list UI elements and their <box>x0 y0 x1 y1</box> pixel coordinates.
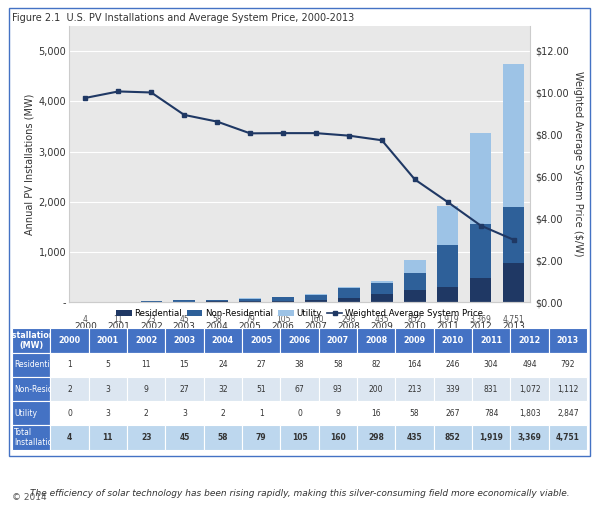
Bar <box>240 298 261 301</box>
Text: 45: 45 <box>179 314 189 324</box>
Text: 11: 11 <box>114 314 123 324</box>
Text: Figure 2.1  U.S. PV Installations and Average System Price, 2000-2013: Figure 2.1 U.S. PV Installations and Ave… <box>12 13 354 23</box>
Bar <box>503 64 524 207</box>
Text: 160: 160 <box>308 314 323 324</box>
Bar <box>240 301 261 302</box>
Bar <box>338 287 359 288</box>
Bar <box>273 300 294 302</box>
Bar <box>371 283 392 294</box>
Text: 105: 105 <box>276 314 291 324</box>
Text: 298: 298 <box>342 314 356 324</box>
Bar <box>437 206 458 246</box>
Bar <box>470 278 491 302</box>
Bar <box>503 207 524 263</box>
Text: 58: 58 <box>212 314 222 324</box>
Bar <box>437 287 458 302</box>
Bar <box>207 300 228 301</box>
Bar <box>174 300 195 302</box>
Bar <box>207 301 228 302</box>
Y-axis label: Annual PV Installations (MW): Annual PV Installations (MW) <box>24 94 34 235</box>
Text: The efficiency of solar technology has been rising rapidly, making this silver-c: The efficiency of solar technology has b… <box>30 489 569 497</box>
Text: 4,751: 4,751 <box>503 314 525 324</box>
Y-axis label: Weighted Average System Price ($/W): Weighted Average System Price ($/W) <box>573 71 583 257</box>
Text: 435: 435 <box>374 314 389 324</box>
Bar <box>404 273 425 290</box>
Bar <box>371 281 392 283</box>
Text: 79: 79 <box>245 314 255 324</box>
Text: © 2014: © 2014 <box>12 493 47 502</box>
Bar <box>338 298 359 302</box>
Bar <box>305 295 326 299</box>
Bar <box>470 224 491 278</box>
Bar <box>273 297 294 300</box>
Text: 4: 4 <box>83 314 88 324</box>
Bar <box>338 288 359 298</box>
Text: 852: 852 <box>408 314 422 324</box>
Text: 1,919: 1,919 <box>437 314 459 324</box>
Bar <box>404 260 425 273</box>
Bar <box>305 299 326 302</box>
Bar <box>470 133 491 224</box>
Text: 23: 23 <box>146 314 156 324</box>
Bar <box>404 290 425 302</box>
Bar <box>503 263 524 302</box>
Text: 3,369: 3,369 <box>470 314 492 324</box>
Legend: Residential, Non-Residential, Utility, Weighted Average System Price: Residential, Non-Residential, Utility, W… <box>116 309 483 318</box>
Bar <box>371 294 392 302</box>
Bar <box>437 246 458 287</box>
